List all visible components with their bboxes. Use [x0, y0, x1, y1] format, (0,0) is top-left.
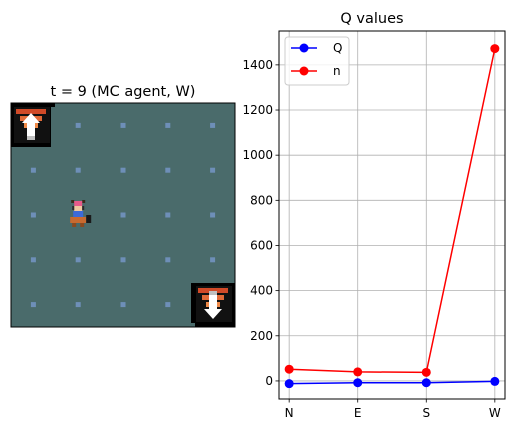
floor-dot [210, 167, 216, 173]
floor-dot [210, 257, 216, 263]
data-point-q [490, 376, 500, 386]
y-tick-label: 0 [265, 374, 273, 388]
agent-pixel [71, 200, 75, 203]
floor-dot [30, 302, 36, 308]
floor-dot [210, 122, 216, 128]
floor-dot [75, 167, 81, 173]
y-tick-label: 200 [250, 329, 273, 343]
agent-pixel [74, 201, 83, 206]
floor-dot [120, 167, 126, 173]
stairs-down-icon [191, 283, 235, 327]
data-point-q [353, 378, 363, 388]
y-tick-label: 1200 [242, 103, 273, 117]
game-frame [10, 102, 236, 328]
x-tick-label: E [354, 406, 362, 420]
series-group [284, 44, 500, 389]
data-point-n [284, 364, 294, 374]
floor-dot [30, 212, 36, 218]
legend-marker-q [299, 43, 309, 53]
game-panel: t = 9 (MC agent, W) [10, 84, 236, 328]
floor-dot [75, 257, 81, 263]
agent-pixel [86, 215, 92, 223]
agent-pixel [80, 223, 85, 227]
floor-dot [120, 122, 126, 128]
data-point-n [490, 44, 500, 54]
y-tick-label: 800 [250, 193, 273, 207]
agent-pixel [72, 223, 77, 227]
data-point-q [284, 379, 294, 389]
floor-dot [165, 122, 171, 128]
agent-pixel [70, 217, 87, 223]
gridlines [279, 31, 505, 399]
y-tick-label: 1000 [242, 148, 273, 162]
floor-dot [120, 302, 126, 308]
floor-dot [120, 212, 126, 218]
chart-title: Q values [340, 11, 403, 27]
floor-dot [165, 167, 171, 173]
data-point-n [421, 367, 431, 377]
floor-dots [30, 122, 216, 308]
y-axis: 0 200 400 600 800 1000 1200 1400 [242, 58, 279, 388]
legend-label-q: Q [333, 41, 342, 55]
y-tick-label: 1400 [242, 58, 273, 72]
series-line-q [289, 380, 495, 385]
floor-dot [30, 167, 36, 173]
agent-pixel [73, 211, 84, 217]
floor-dot [75, 302, 81, 308]
stairs-up-icon [11, 103, 55, 147]
floor-dot [165, 212, 171, 218]
agent-sprite [70, 200, 92, 227]
legend-marker-n [299, 66, 309, 76]
y-tick-label: 400 [250, 284, 273, 298]
floor-dot [165, 257, 171, 263]
floor-dot [120, 257, 126, 263]
legend-label-n: n [333, 64, 341, 78]
floor-dot [165, 302, 171, 308]
agent-pixel [72, 206, 75, 210]
floor-dot [30, 257, 36, 263]
legend: Q n [284, 36, 350, 86]
plot-area [279, 31, 505, 399]
x-tick-label: W [489, 406, 501, 420]
series-line-n [289, 48, 496, 374]
x-tick-label: S [422, 406, 430, 420]
game-title: t = 9 (MC agent, W) [51, 84, 196, 100]
floor-dot [210, 212, 216, 218]
y-tick-label: 600 [250, 238, 273, 252]
x-tick-label: N [285, 406, 294, 420]
agent-pixel [82, 200, 86, 203]
data-point-n [353, 367, 363, 377]
floor-dot [75, 122, 81, 128]
data-point-q [421, 378, 431, 388]
plot-frame [278, 30, 506, 400]
agent-pixel [74, 206, 83, 211]
agent-pixel [82, 206, 85, 210]
